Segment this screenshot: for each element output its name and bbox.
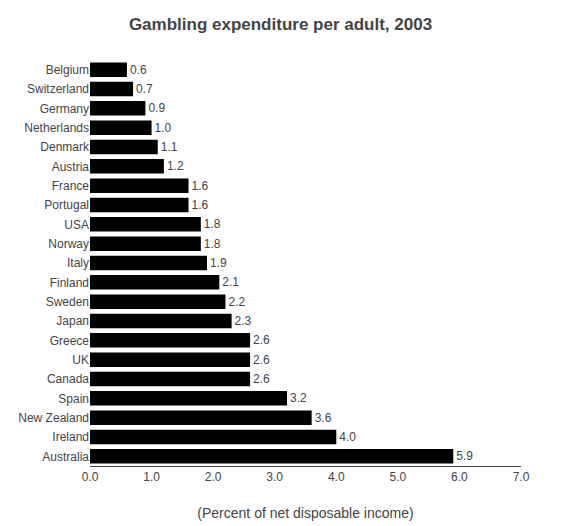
svg-text:Australia: Australia [42,450,89,464]
svg-text:7.0: 7.0 [513,470,530,484]
svg-text:France: France [52,179,90,193]
svg-text:2.3: 2.3 [235,314,252,328]
svg-text:1.8: 1.8 [204,237,221,251]
svg-text:0.7: 0.7 [136,82,153,96]
svg-text:Ireland: Ireland [52,430,89,444]
svg-text:Japan: Japan [56,314,89,328]
svg-text:(Percent of net disposable inc: (Percent of net disposable income) [197,505,413,521]
svg-text:2.6: 2.6 [253,372,270,386]
svg-text:Gambling expenditure per adult: Gambling expenditure per adult, 2003 [129,15,432,34]
svg-text:Canada: Canada [47,372,89,386]
svg-text:Finland: Finland [50,276,89,290]
svg-text:3.0: 3.0 [266,470,283,484]
svg-text:2.0: 2.0 [205,470,222,484]
svg-text:3.2: 3.2 [290,391,307,405]
svg-text:USA: USA [64,218,89,232]
svg-text:4.0: 4.0 [339,430,356,444]
svg-text:Netherlands: Netherlands [24,121,89,135]
svg-text:1.1: 1.1 [161,140,178,154]
svg-text:Denmark: Denmark [40,140,90,154]
svg-text:0.6: 0.6 [130,63,147,77]
svg-text:1.0: 1.0 [143,470,160,484]
svg-text:UK: UK [72,353,89,367]
svg-text:Switzerland: Switzerland [27,82,89,96]
svg-text:Spain: Spain [58,392,89,406]
svg-text:Italy: Italy [67,256,89,270]
svg-text:1.0: 1.0 [155,121,172,135]
svg-text:Greece: Greece [50,334,90,348]
svg-text:2.1: 2.1 [222,275,239,289]
svg-text:1.9: 1.9 [210,256,227,270]
svg-text:3.6: 3.6 [315,411,332,425]
svg-text:2.6: 2.6 [253,333,270,347]
svg-text:Germany: Germany [40,102,89,116]
svg-text:Belgium: Belgium [46,63,89,77]
svg-text:1.6: 1.6 [192,198,209,212]
svg-text:2.2: 2.2 [228,295,245,309]
svg-text:1.2: 1.2 [167,159,184,173]
svg-text:0.0: 0.0 [82,470,99,484]
svg-text:5.0: 5.0 [390,470,407,484]
svg-text:Portugal: Portugal [44,198,89,212]
svg-text:Sweden: Sweden [46,295,89,309]
svg-text:6.0: 6.0 [451,470,468,484]
svg-text:1.8: 1.8 [204,217,221,231]
svg-text:Norway: Norway [48,237,89,251]
svg-text:4.0: 4.0 [328,470,345,484]
svg-text:Austria: Austria [52,160,90,174]
svg-text:New Zealand: New Zealand [18,411,89,425]
svg-text:2.6: 2.6 [253,353,270,367]
svg-text:1.6: 1.6 [192,179,209,193]
svg-text:5.9: 5.9 [456,449,473,463]
svg-text:0.9: 0.9 [148,101,165,115]
